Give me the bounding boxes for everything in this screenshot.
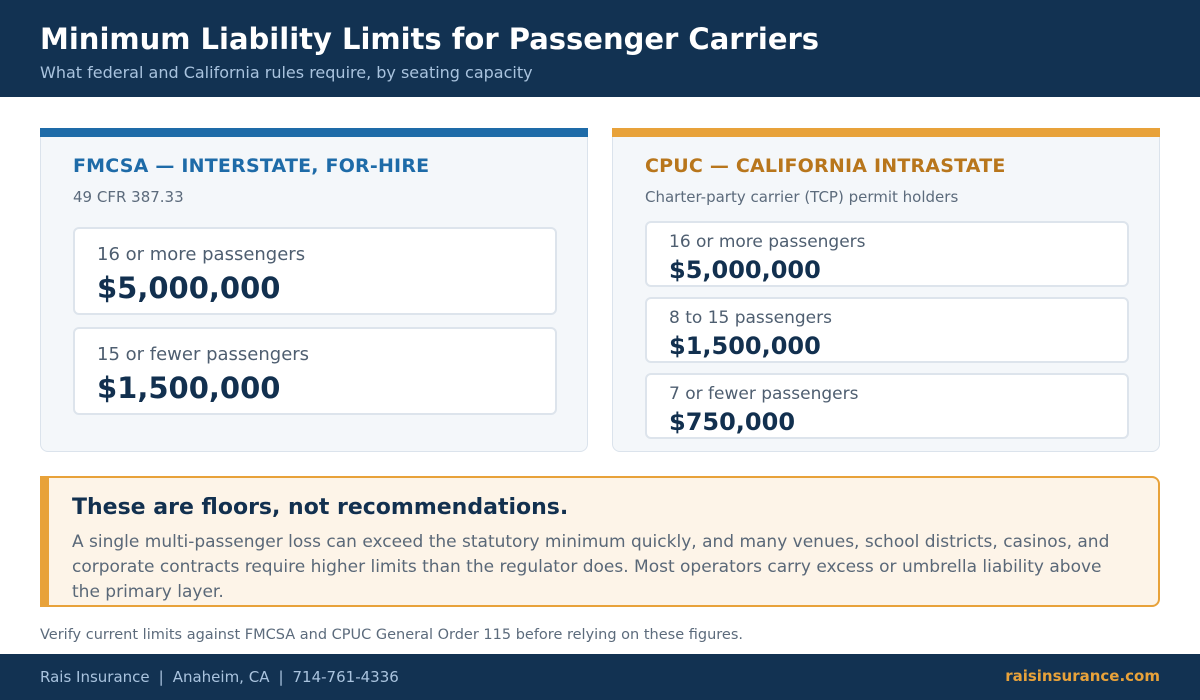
- limit-value: $750,000: [669, 408, 796, 436]
- limit-label: 15 or fewer passengers: [97, 344, 310, 365]
- contact-info: Rais Insurance | Anaheim, CA | 714-761-4336: [40, 668, 399, 686]
- phone-number: 714-761-4336: [292, 668, 399, 686]
- panel-subtitle: Charter-party carrier (TCP) permit holde…: [645, 188, 959, 206]
- limit-card: 16 or more passengers $5,000,000: [645, 221, 1129, 287]
- limit-value: $1,500,000: [97, 371, 281, 405]
- callout-title: These are floors, not recommendations.: [72, 495, 569, 520]
- footer-bar: Rais Insurance | Anaheim, CA | 714-761-4336 …: [0, 654, 1200, 700]
- panel-accent-bar: [612, 128, 1160, 137]
- panel-subtitle: 49 CFR 387.33: [73, 188, 184, 206]
- limit-value: $5,000,000: [669, 256, 821, 284]
- company-name: Rais Insurance: [40, 668, 150, 686]
- limit-label: 16 or more passengers: [97, 244, 306, 265]
- header-banner: Minimum Liability Limits for Passenger C…: [0, 0, 1200, 97]
- separator: |: [158, 668, 164, 686]
- limit-card: 7 or fewer passengers $750,000: [645, 373, 1129, 439]
- panel-accent-bar: [40, 128, 588, 137]
- panel-title: FMCSA — INTERSTATE, FOR-HIRE: [73, 155, 430, 177]
- limit-card: 15 or fewer passengers $1,500,000: [73, 327, 557, 415]
- page-subtitle: What federal and California rules requir…: [40, 63, 533, 82]
- limit-card: 16 or more passengers $5,000,000: [73, 227, 557, 315]
- limit-label: 8 to 15 passengers: [669, 308, 832, 328]
- limit-value: $5,000,000: [97, 271, 281, 305]
- fmcsa-panel: FMCSA — INTERSTATE, FOR-HIRE 49 CFR 387.…: [40, 128, 588, 452]
- page-title: Minimum Liability Limits for Passenger C…: [40, 22, 820, 56]
- location: Anaheim, CA: [172, 668, 270, 686]
- cpuc-panel: CPUC — CALIFORNIA INTRASTATE Charter-par…: [612, 128, 1160, 452]
- limit-label: 16 or more passengers: [669, 232, 866, 252]
- limit-label: 7 or fewer passengers: [669, 384, 859, 404]
- advisory-callout: These are floors, not recommendations. A…: [40, 476, 1160, 607]
- panel-title: CPUC — CALIFORNIA INTRASTATE: [645, 155, 1006, 177]
- limit-value: $1,500,000: [669, 332, 821, 360]
- limit-card: 8 to 15 passengers $1,500,000: [645, 297, 1129, 363]
- disclaimer-note: Verify current limits against FMCSA and …: [40, 627, 743, 643]
- website-link[interactable]: raisinsurance.com: [1005, 667, 1160, 685]
- callout-body: A single multi-passenger loss can exceed…: [72, 532, 1110, 602]
- separator: |: [278, 668, 284, 686]
